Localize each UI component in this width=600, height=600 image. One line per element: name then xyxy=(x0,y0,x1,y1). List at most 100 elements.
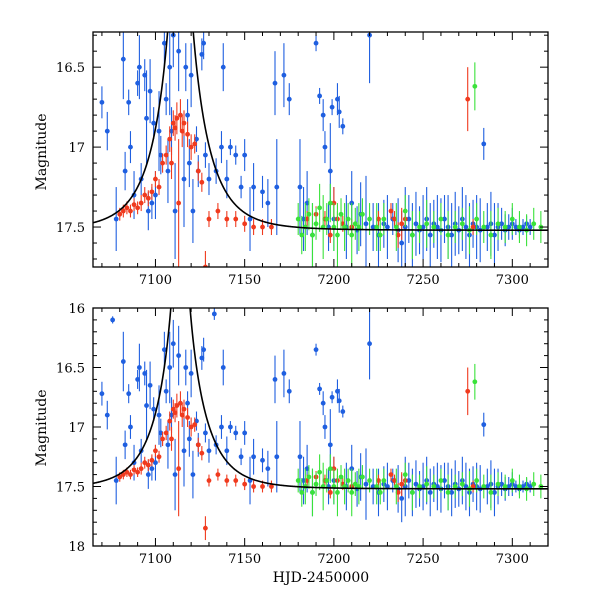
bottom-red-point xyxy=(260,484,265,489)
bottom-green-point xyxy=(367,478,372,483)
top-blue-point xyxy=(99,99,105,105)
bottom-green-point xyxy=(517,484,522,489)
top-blue-point xyxy=(427,232,433,238)
top-blue-point xyxy=(126,99,132,105)
bottom-blue-point xyxy=(297,454,303,460)
bottom-blue-point xyxy=(194,418,199,424)
bottom-blue-point xyxy=(201,347,207,353)
bottom-blue-point xyxy=(363,481,369,487)
bottom-green-point xyxy=(424,481,430,487)
top-red-point xyxy=(215,208,221,214)
bottom-green-point xyxy=(306,474,312,480)
bottom-red-point xyxy=(195,442,201,448)
bottom-y-axis-label: Magnitude xyxy=(34,389,50,466)
top-blue-point xyxy=(199,51,205,57)
top-green-point xyxy=(495,221,501,227)
bottom-green-point xyxy=(488,490,494,495)
bottom-blue-point xyxy=(224,448,230,454)
bottom-red-point xyxy=(117,474,123,480)
bottom-blue-point xyxy=(281,371,287,376)
bottom-red-point xyxy=(131,467,137,473)
bottom-red-point xyxy=(465,388,471,394)
top-green-point xyxy=(445,232,451,238)
top-green-point xyxy=(381,216,387,222)
top-green-point xyxy=(356,224,362,230)
top-green-point xyxy=(377,232,383,238)
top-green-point xyxy=(324,216,330,222)
bottom-blue-point xyxy=(274,454,280,460)
bottom-y-tick-label: 18 xyxy=(68,540,85,555)
top-green-point xyxy=(360,211,365,217)
bottom-blue-point xyxy=(120,359,126,364)
top-blue-point xyxy=(147,88,153,94)
bottom-red-point xyxy=(153,448,158,454)
top-plot-area xyxy=(93,32,548,267)
bottom-green-point xyxy=(402,472,408,477)
bottom-green-point xyxy=(295,478,301,483)
top-blue-point xyxy=(265,200,271,206)
top-blue-point xyxy=(224,176,230,182)
bottom-red-point xyxy=(138,466,144,472)
bottom-blue-point xyxy=(135,377,141,382)
bottom-red-point xyxy=(304,478,310,483)
top-red-point xyxy=(179,128,185,134)
top-blue-point xyxy=(220,64,226,70)
bottom-blue-point xyxy=(165,442,171,448)
bottom-red-point xyxy=(269,484,274,489)
bottom-blue-point xyxy=(492,490,497,495)
top-blue-point xyxy=(165,168,171,174)
bottom-blue-point xyxy=(136,365,142,370)
top-blue-point xyxy=(145,208,151,214)
bottom-blue-point xyxy=(420,484,426,489)
bottom-green-point xyxy=(472,379,478,385)
bottom-blue-point xyxy=(367,341,372,347)
top-blue-point xyxy=(144,115,149,121)
bottom-blue-point xyxy=(181,448,187,454)
top-blue-point xyxy=(484,224,490,230)
top-red-point xyxy=(153,176,158,182)
bottom-blue-point xyxy=(242,430,248,436)
bottom-blue-point xyxy=(463,484,469,489)
bottom-red-point xyxy=(170,406,176,412)
top-green-point xyxy=(345,216,351,222)
bottom-y-tick-label: 17.5 xyxy=(56,481,85,496)
top-red-point xyxy=(185,131,190,137)
bottom-plot-area xyxy=(93,308,548,541)
top-red-point xyxy=(178,112,183,118)
top-red-point xyxy=(188,144,194,150)
top-green-point xyxy=(517,224,522,230)
bottom-green-point xyxy=(474,478,480,483)
top-red-point xyxy=(269,224,274,230)
bottom-x-tick-label: 7150 xyxy=(228,552,261,567)
top-blue-point xyxy=(122,168,128,174)
top-series-green xyxy=(295,62,544,267)
top-blue-point xyxy=(163,96,169,102)
bottom-blue-point xyxy=(158,430,164,436)
top-blue-point xyxy=(176,48,182,54)
top-green-point xyxy=(531,221,537,227)
bottom-blue-point xyxy=(399,496,405,501)
top-red-point xyxy=(163,152,169,158)
bottom-model-curve xyxy=(93,308,548,490)
top-blue-point xyxy=(190,208,196,214)
bottom-green-point xyxy=(431,484,437,489)
bottom-green-point xyxy=(409,490,415,495)
top-blue-point xyxy=(317,93,323,99)
bottom-blue-point xyxy=(163,388,169,394)
top-red-point xyxy=(199,179,205,185)
bottom-red-point xyxy=(206,478,212,483)
top-blue-point xyxy=(385,224,390,230)
bottom-blue-point xyxy=(449,490,455,495)
top-blue-point xyxy=(442,216,447,222)
top-blue-point xyxy=(499,221,505,227)
top-blue-point xyxy=(120,56,126,62)
bottom-blue-point xyxy=(156,412,162,418)
top-blue-point xyxy=(449,232,455,238)
top-blue-point xyxy=(219,144,224,150)
bottom-red-point xyxy=(215,472,221,477)
top-red-point xyxy=(206,216,212,222)
top-blue-point xyxy=(188,72,194,78)
bottom-blue-point xyxy=(233,430,239,436)
top-blue-point xyxy=(301,216,306,222)
top-red-point xyxy=(117,211,123,217)
